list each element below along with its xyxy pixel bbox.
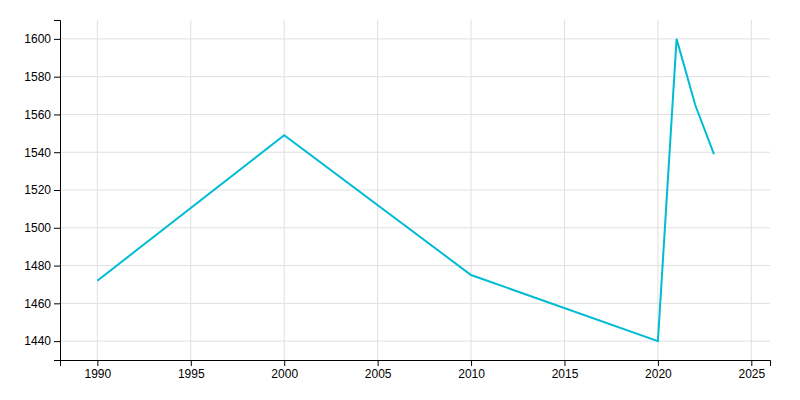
line: [97, 39, 714, 341]
tick: 1460: [24, 297, 60, 311]
grid-line: [60, 341, 770, 342]
tick-mark: [378, 360, 379, 366]
grid: [60, 20, 770, 360]
grid-line: [60, 76, 770, 77]
tick-mark: [54, 114, 60, 115]
tick-label: 2000: [271, 367, 298, 381]
tick-mark: [284, 360, 285, 366]
tick-mark: [54, 341, 60, 342]
tick-label: 2015: [552, 367, 579, 381]
tick-mark: [54, 152, 60, 153]
tick-label: 1520: [24, 183, 51, 197]
tick-label: 1990: [85, 367, 112, 381]
plot-area: 1990 1995 2000 2005 2010 2015 2020 2025 1440 1460…: [24, 20, 770, 381]
tick: 2000: [271, 360, 298, 381]
tick-mark: [54, 228, 60, 229]
tick-label: 2020: [645, 367, 672, 381]
tick: 2025: [738, 360, 765, 381]
tick-mark: [54, 77, 60, 78]
tick: 2010: [458, 360, 485, 381]
grid-line: [60, 114, 770, 115]
tick-label: 1580: [24, 70, 51, 84]
tick: 2005: [365, 360, 392, 381]
marks: [97, 39, 714, 341]
tick-mark: [471, 360, 472, 366]
tick: 1995: [178, 360, 205, 381]
tick-mark: [54, 39, 60, 40]
grid-line: [60, 152, 770, 153]
tick: 1600: [24, 32, 60, 46]
tick: 1480: [24, 259, 60, 273]
tick-label: 1500: [24, 221, 51, 235]
grid-line: [60, 303, 770, 304]
chart: 1990 1995 2000 2005 2010 2015 2020 2025 1440 1460…: [0, 0, 800, 400]
tick-mark: [54, 303, 60, 304]
grid-line: [60, 38, 770, 39]
tick-label: 2025: [738, 367, 765, 381]
tick: 1520: [24, 183, 60, 197]
tick-mark: [97, 360, 98, 366]
tick-label: 1540: [24, 146, 51, 160]
tick-label: 1460: [24, 297, 51, 311]
tick-mark: [54, 190, 60, 191]
tick: 1500: [24, 221, 60, 235]
tick: 1560: [24, 108, 60, 122]
tick-mark: [54, 266, 60, 267]
tick: 1540: [24, 146, 60, 160]
x-axis: 1990 1995 2000 2005 2010 2015 2020 2025: [61, 360, 771, 381]
tick-mark: [191, 360, 192, 366]
tick: 2020: [645, 360, 672, 381]
tick-label: 2010: [458, 367, 485, 381]
axis-line: [54, 21, 61, 361]
tick-mark: [658, 360, 659, 366]
tick-mark: [564, 360, 565, 366]
tick: 1990: [85, 360, 112, 381]
axis-line: [61, 361, 771, 367]
y-axis: 1440 1460 1480 1500 1520 1540 1560 1580 1600: [24, 21, 60, 361]
tick-label: 2005: [365, 367, 392, 381]
tick-label: 1600: [24, 32, 51, 46]
tick: 1440: [24, 334, 60, 348]
tick-label: 1440: [24, 334, 51, 348]
tick-label: 1480: [24, 259, 51, 273]
tick: 2015: [552, 360, 579, 381]
tick: 1580: [24, 70, 60, 84]
tick-mark: [751, 360, 752, 366]
tick-label: 1560: [24, 108, 51, 122]
tick-label: 1995: [178, 367, 205, 381]
grid-line: [60, 190, 770, 191]
